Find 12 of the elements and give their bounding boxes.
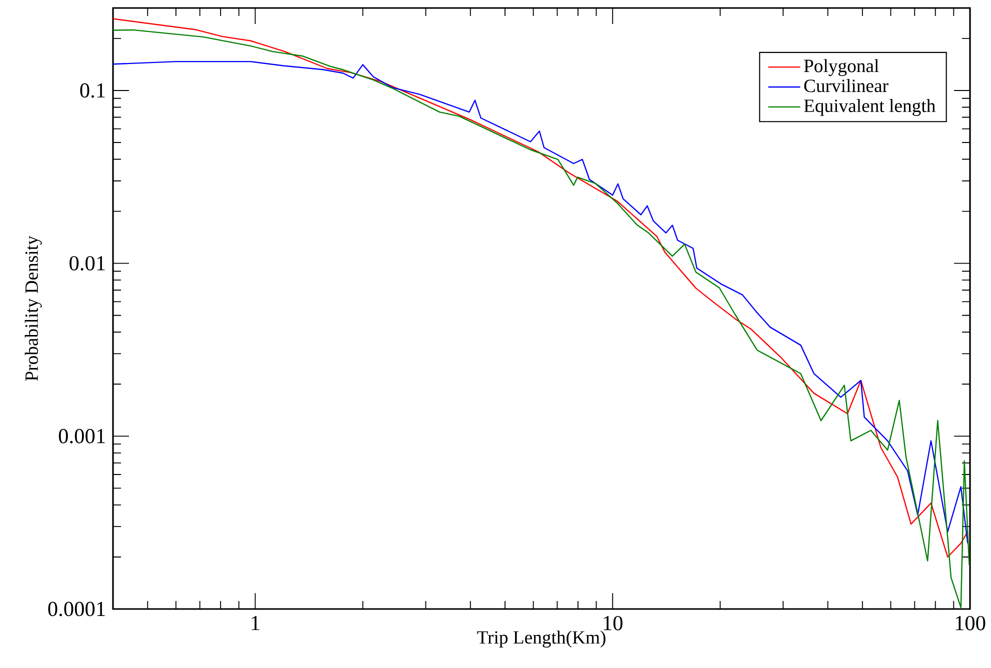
y-tick-label: 0.001 [58,428,105,444]
x-tick-label: 100 [956,616,986,630]
y-tick-label: 0.1 [80,83,105,98]
x-axis-title: Trip Length(Km) [477,630,606,648]
y-axis-title: Probability Density [24,236,42,381]
legend-label: Equivalent length [804,98,936,116]
x-tick-label: 10 [604,616,622,630]
y-tick-label: 0.01 [70,256,105,271]
legend-label: Curvilinear [804,79,888,92]
x-tick-label: 1 [252,616,260,630]
legend-label: Polygonal [804,59,879,76]
y-tick-label: 0.0001 [48,602,105,616]
